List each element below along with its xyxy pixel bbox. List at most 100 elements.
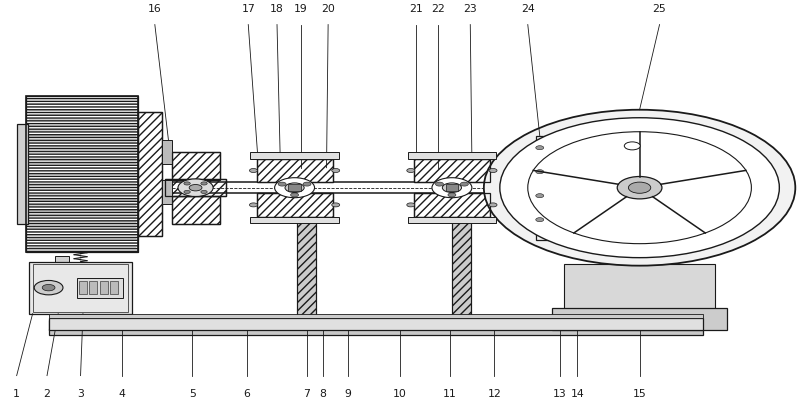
Circle shape xyxy=(184,182,190,186)
Text: 7: 7 xyxy=(303,388,310,398)
Bar xyxy=(138,112,162,236)
Bar xyxy=(26,97,138,252)
Bar xyxy=(414,159,490,183)
Text: 3: 3 xyxy=(77,388,84,398)
Bar xyxy=(33,264,129,312)
Bar xyxy=(297,217,316,320)
Bar xyxy=(138,112,162,236)
Circle shape xyxy=(303,182,311,186)
Bar xyxy=(414,193,490,217)
Bar xyxy=(49,319,703,330)
Text: 1: 1 xyxy=(14,388,20,398)
Bar xyxy=(257,193,333,217)
Bar xyxy=(110,281,118,295)
Bar xyxy=(250,153,339,159)
Bar xyxy=(49,320,79,330)
Bar xyxy=(17,124,28,224)
Text: 18: 18 xyxy=(270,4,284,14)
Circle shape xyxy=(42,285,55,291)
Text: 19: 19 xyxy=(294,4,308,14)
Circle shape xyxy=(536,170,544,174)
Bar xyxy=(26,97,138,252)
Bar xyxy=(171,152,219,180)
Circle shape xyxy=(250,203,258,207)
Bar xyxy=(563,170,574,206)
Bar xyxy=(49,329,703,335)
Circle shape xyxy=(285,183,304,193)
Circle shape xyxy=(278,182,286,186)
Circle shape xyxy=(489,203,497,207)
Bar xyxy=(452,217,471,320)
Circle shape xyxy=(290,193,298,197)
Bar xyxy=(100,281,108,295)
Text: 24: 24 xyxy=(521,4,534,14)
Bar xyxy=(452,217,471,320)
Text: 4: 4 xyxy=(118,388,126,398)
Circle shape xyxy=(274,178,314,198)
Circle shape xyxy=(178,180,213,197)
Circle shape xyxy=(300,320,313,326)
Bar xyxy=(297,217,316,320)
Circle shape xyxy=(432,178,472,198)
Circle shape xyxy=(460,182,468,186)
Circle shape xyxy=(536,146,544,150)
Circle shape xyxy=(442,183,462,193)
Circle shape xyxy=(489,169,497,173)
Bar xyxy=(446,185,458,191)
Circle shape xyxy=(528,132,751,244)
Text: 2: 2 xyxy=(43,388,50,398)
Circle shape xyxy=(455,320,468,326)
Bar xyxy=(171,152,219,180)
Circle shape xyxy=(536,194,544,198)
Bar xyxy=(55,256,70,330)
Bar xyxy=(288,185,301,191)
Bar xyxy=(29,262,133,314)
Bar xyxy=(49,320,703,330)
Bar xyxy=(250,217,339,224)
Circle shape xyxy=(406,169,414,173)
Bar xyxy=(407,153,496,159)
Bar xyxy=(552,308,727,330)
Circle shape xyxy=(201,191,207,194)
Text: 16: 16 xyxy=(148,4,162,14)
Bar xyxy=(447,318,476,326)
Text: 14: 14 xyxy=(570,388,584,398)
Bar xyxy=(536,136,566,240)
Circle shape xyxy=(184,191,190,194)
Circle shape xyxy=(406,203,414,207)
Circle shape xyxy=(536,218,544,222)
Bar xyxy=(564,264,715,310)
Bar xyxy=(77,278,123,298)
Text: 10: 10 xyxy=(393,388,407,398)
Text: 5: 5 xyxy=(189,388,196,398)
Text: 12: 12 xyxy=(487,388,501,398)
Text: 21: 21 xyxy=(409,4,423,14)
Circle shape xyxy=(500,118,779,258)
Circle shape xyxy=(484,110,795,266)
Circle shape xyxy=(332,169,340,173)
Bar xyxy=(414,193,490,217)
Circle shape xyxy=(629,182,650,194)
Text: 9: 9 xyxy=(345,388,351,398)
Circle shape xyxy=(34,281,63,295)
Bar xyxy=(257,159,333,183)
Text: 8: 8 xyxy=(319,388,326,398)
Circle shape xyxy=(624,142,640,150)
Circle shape xyxy=(618,177,662,199)
Bar xyxy=(49,314,703,319)
Text: 6: 6 xyxy=(243,388,250,398)
Bar xyxy=(79,281,87,295)
Text: 25: 25 xyxy=(653,4,666,14)
Circle shape xyxy=(201,182,207,186)
Circle shape xyxy=(435,182,443,186)
Text: 13: 13 xyxy=(553,388,566,398)
Circle shape xyxy=(332,203,340,207)
Text: 15: 15 xyxy=(633,388,646,398)
Bar xyxy=(90,281,98,295)
Text: 23: 23 xyxy=(463,4,477,14)
Bar xyxy=(257,159,333,183)
Circle shape xyxy=(189,185,202,191)
Bar xyxy=(162,140,171,164)
Text: 11: 11 xyxy=(442,388,456,398)
Bar xyxy=(414,159,490,183)
